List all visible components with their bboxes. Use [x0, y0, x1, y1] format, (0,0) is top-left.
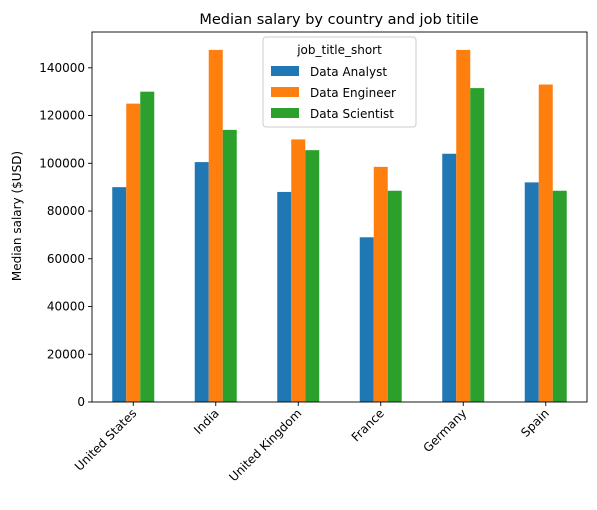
bar-data-engineer-1 [208, 49, 223, 402]
y-tick-label-3: 60000 [47, 252, 85, 266]
y-tick-label-6: 120000 [39, 109, 85, 123]
legend-title: job_title_short [296, 43, 382, 57]
bar-data-analyst-4 [442, 153, 457, 402]
x-tick-label-4: Germany [420, 406, 469, 455]
bar-data-engineer-5 [538, 84, 553, 403]
bar-data-analyst-0 [112, 187, 127, 402]
y-tick-label-1: 20000 [47, 347, 85, 361]
y-tick-label-4: 80000 [47, 204, 85, 218]
bar-data-engineer-2 [291, 139, 306, 402]
bar-data-scientist-0 [140, 91, 155, 402]
y-tick-label-0: 0 [77, 395, 85, 409]
legend-box [262, 36, 417, 128]
y-axis-label: Median salary ($USD) [10, 151, 24, 281]
y-tick-label-2: 40000 [47, 300, 85, 314]
legend-swatch-2 [271, 108, 299, 118]
chart-title: Median salary by country and job titile [199, 12, 478, 28]
legend-label-0: Data Analyst [310, 65, 387, 79]
y-tick-label-7: 140000 [39, 61, 85, 75]
legend-label-2: Data Scientist [310, 107, 394, 121]
axes-frame [91, 31, 588, 403]
legend-swatch-0 [271, 66, 299, 76]
x-tick-label-2: United Kingdom [226, 406, 304, 484]
bar-data-engineer-0 [126, 103, 141, 402]
bar-data-analyst-5 [524, 182, 539, 402]
x-tick-label-1: India [191, 406, 222, 437]
legend: job_title_short Data Analyst Data Enginee… [262, 36, 417, 128]
bar-data-scientist-3 [387, 190, 402, 402]
bar-data-analyst-1 [194, 162, 209, 402]
bar-data-engineer-3 [373, 166, 388, 402]
bar-data-scientist-1 [222, 129, 237, 402]
x-tick-label-5: Spain [518, 406, 552, 440]
bar-data-scientist-5 [552, 190, 567, 402]
x-tick-label-3: France [349, 406, 387, 444]
bar-data-engineer-4 [456, 49, 471, 402]
bar-data-scientist-2 [305, 150, 320, 402]
bar-data-scientist-4 [470, 88, 485, 402]
y-tick-label-5: 100000 [39, 156, 85, 170]
legend-label-1: Data Engineer [310, 86, 396, 100]
bar-data-analyst-3 [359, 237, 374, 402]
bar-data-analyst-2 [277, 191, 292, 402]
plot-area: 0 20000 40000 60000 80000 100000 120000 140000 U… [39, 31, 588, 484]
legend-swatch-1 [271, 87, 299, 97]
x-tick-label-0: United States [72, 406, 139, 473]
